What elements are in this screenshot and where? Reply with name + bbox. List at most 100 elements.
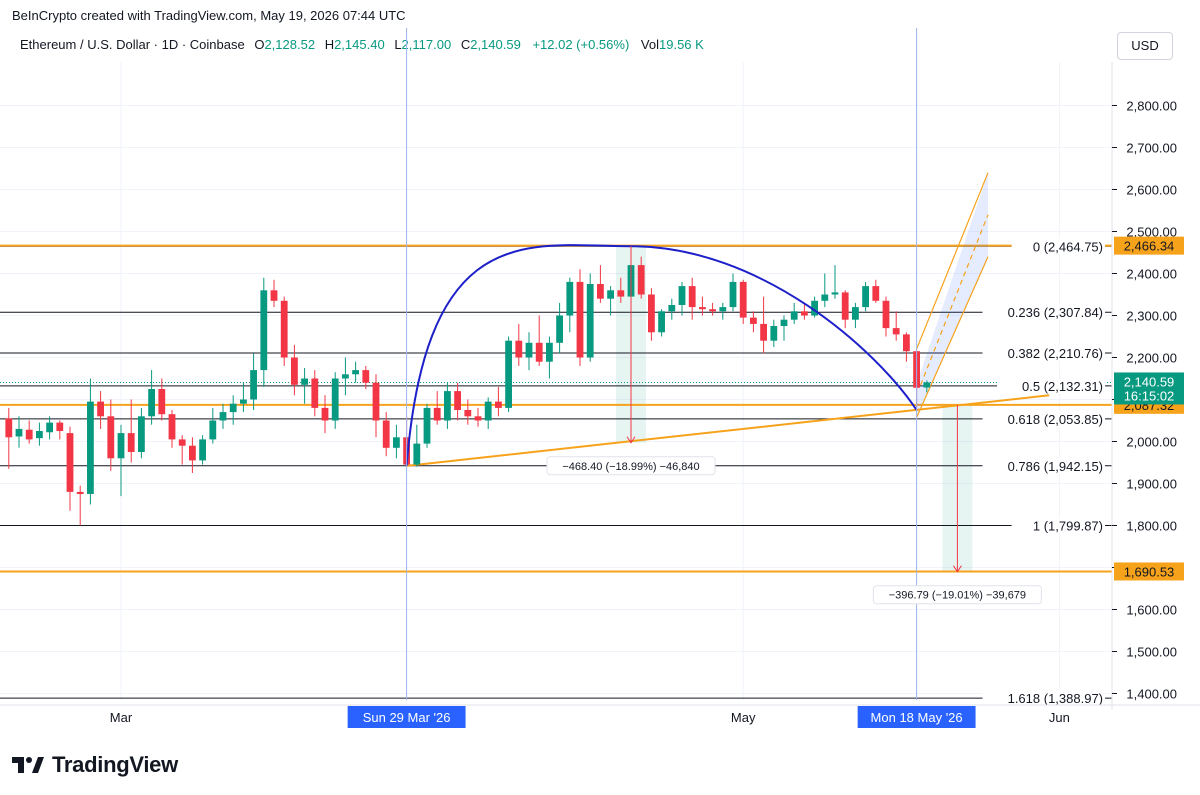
candle-body bbox=[780, 319, 788, 326]
price-tick-label: 2,300.00 bbox=[1126, 309, 1177, 324]
candle bbox=[862, 281, 869, 312]
candle-body bbox=[546, 342, 553, 362]
candle-body bbox=[372, 382, 380, 421]
candle-body bbox=[362, 370, 370, 383]
candle bbox=[372, 374, 380, 438]
candle bbox=[566, 277, 574, 333]
candle bbox=[699, 296, 706, 316]
candle-body bbox=[668, 305, 676, 312]
candle bbox=[331, 372, 339, 429]
high-label: H bbox=[324, 37, 335, 52]
price-tag: 1,690.53 bbox=[1114, 562, 1184, 581]
measure-arrow-head bbox=[952, 565, 962, 573]
candle-body bbox=[393, 437, 400, 448]
projection-lower-line bbox=[916, 256, 989, 418]
candle bbox=[505, 336, 512, 413]
candle-body bbox=[597, 284, 604, 299]
candle bbox=[668, 298, 676, 320]
price-axis: 1,400.001,500.001,600.001,700.001,800.00… bbox=[1111, 62, 1177, 710]
candle bbox=[97, 391, 104, 429]
candle-body bbox=[189, 445, 196, 461]
current-price-text: 2,140.59 bbox=[1124, 374, 1175, 389]
candle-body bbox=[5, 418, 13, 438]
candle-body bbox=[719, 307, 727, 312]
time-tick-label: Mar bbox=[110, 710, 133, 725]
fib-label-bg bbox=[1011, 238, 1105, 255]
candle bbox=[586, 273, 594, 362]
candle bbox=[801, 302, 808, 320]
candle bbox=[178, 435, 186, 465]
measure-label-text: −468.40 (−18.99%) −46,840 bbox=[562, 461, 699, 473]
candle-body bbox=[474, 416, 482, 421]
close-label: C bbox=[460, 37, 471, 52]
time-crosshair-label: Sun 29 Mar '26 bbox=[347, 706, 466, 728]
candle bbox=[362, 365, 370, 389]
candle bbox=[709, 302, 716, 316]
candle-body bbox=[107, 416, 115, 459]
low-value: 2,117.00 bbox=[401, 37, 452, 52]
candle bbox=[127, 399, 135, 463]
candle bbox=[250, 353, 257, 410]
projection-channel-fill bbox=[916, 172, 988, 418]
candle bbox=[311, 370, 319, 417]
candle bbox=[66, 426, 74, 511]
candle bbox=[556, 302, 563, 354]
candle bbox=[882, 296, 890, 337]
fib-level-label: 1 (1,799.87) bbox=[1033, 519, 1103, 534]
candle bbox=[892, 311, 900, 341]
candle-body bbox=[750, 317, 757, 324]
price-tick-label: 1,400.00 bbox=[1126, 687, 1177, 702]
candle bbox=[617, 277, 625, 303]
candle-body bbox=[291, 357, 298, 385]
tradingview-logo: TradingView bbox=[12, 752, 178, 778]
price-tick-label: 2,500.00 bbox=[1126, 225, 1177, 240]
price-tag-bg bbox=[1114, 236, 1184, 255]
candle bbox=[484, 397, 492, 429]
candle bbox=[637, 256, 645, 299]
candle-body bbox=[342, 374, 349, 379]
candle-body bbox=[76, 491, 84, 494]
candle bbox=[291, 344, 298, 396]
candle-body bbox=[331, 378, 339, 421]
currency-button[interactable]: USD bbox=[1117, 32, 1173, 60]
candle bbox=[474, 407, 482, 427]
fib-level-label: 0.618 (2,053.85) bbox=[1008, 412, 1103, 427]
candle bbox=[515, 323, 523, 366]
time-crosshair-bg bbox=[857, 706, 976, 728]
candle bbox=[117, 424, 125, 497]
candle-body bbox=[821, 294, 829, 301]
fib-label-bg bbox=[982, 344, 1105, 361]
candle-body bbox=[566, 281, 574, 316]
candle bbox=[56, 420, 64, 440]
candle-body bbox=[607, 290, 614, 299]
candle-body bbox=[219, 412, 227, 421]
price-tick-label: 2,700.00 bbox=[1126, 141, 1177, 156]
time-crosshair-text: Mon 18 May '26 bbox=[871, 710, 963, 725]
fib-label-bg bbox=[982, 457, 1105, 474]
candle-body bbox=[648, 294, 655, 333]
candle bbox=[546, 336, 553, 379]
candle-body bbox=[148, 389, 155, 417]
candle bbox=[413, 424, 421, 467]
candle bbox=[25, 420, 33, 444]
symbol-name[interactable]: Ethereum / U.S. Dollar · 1D · Coinbase bbox=[20, 37, 245, 52]
measure-label-text: −396.79 (−19.01%) −39,679 bbox=[889, 590, 1026, 602]
candle-body bbox=[138, 416, 145, 452]
candle-body bbox=[801, 311, 808, 316]
candle-body bbox=[56, 422, 64, 431]
measure-label: −468.40 (−18.99%) −46,840 bbox=[546, 456, 716, 476]
candle-body bbox=[617, 290, 625, 297]
measure-label-box bbox=[872, 585, 1042, 605]
measure-label: −396.79 (−19.01%) −39,679 bbox=[872, 585, 1042, 605]
candle-body bbox=[535, 342, 543, 362]
candle bbox=[138, 407, 145, 459]
candle-body bbox=[709, 309, 716, 312]
candle bbox=[209, 407, 217, 444]
candle-body bbox=[841, 292, 849, 320]
candle-body bbox=[586, 284, 594, 358]
candle-body bbox=[260, 290, 268, 371]
candle bbox=[607, 286, 614, 316]
candle-body bbox=[637, 265, 645, 295]
candle bbox=[219, 403, 227, 429]
